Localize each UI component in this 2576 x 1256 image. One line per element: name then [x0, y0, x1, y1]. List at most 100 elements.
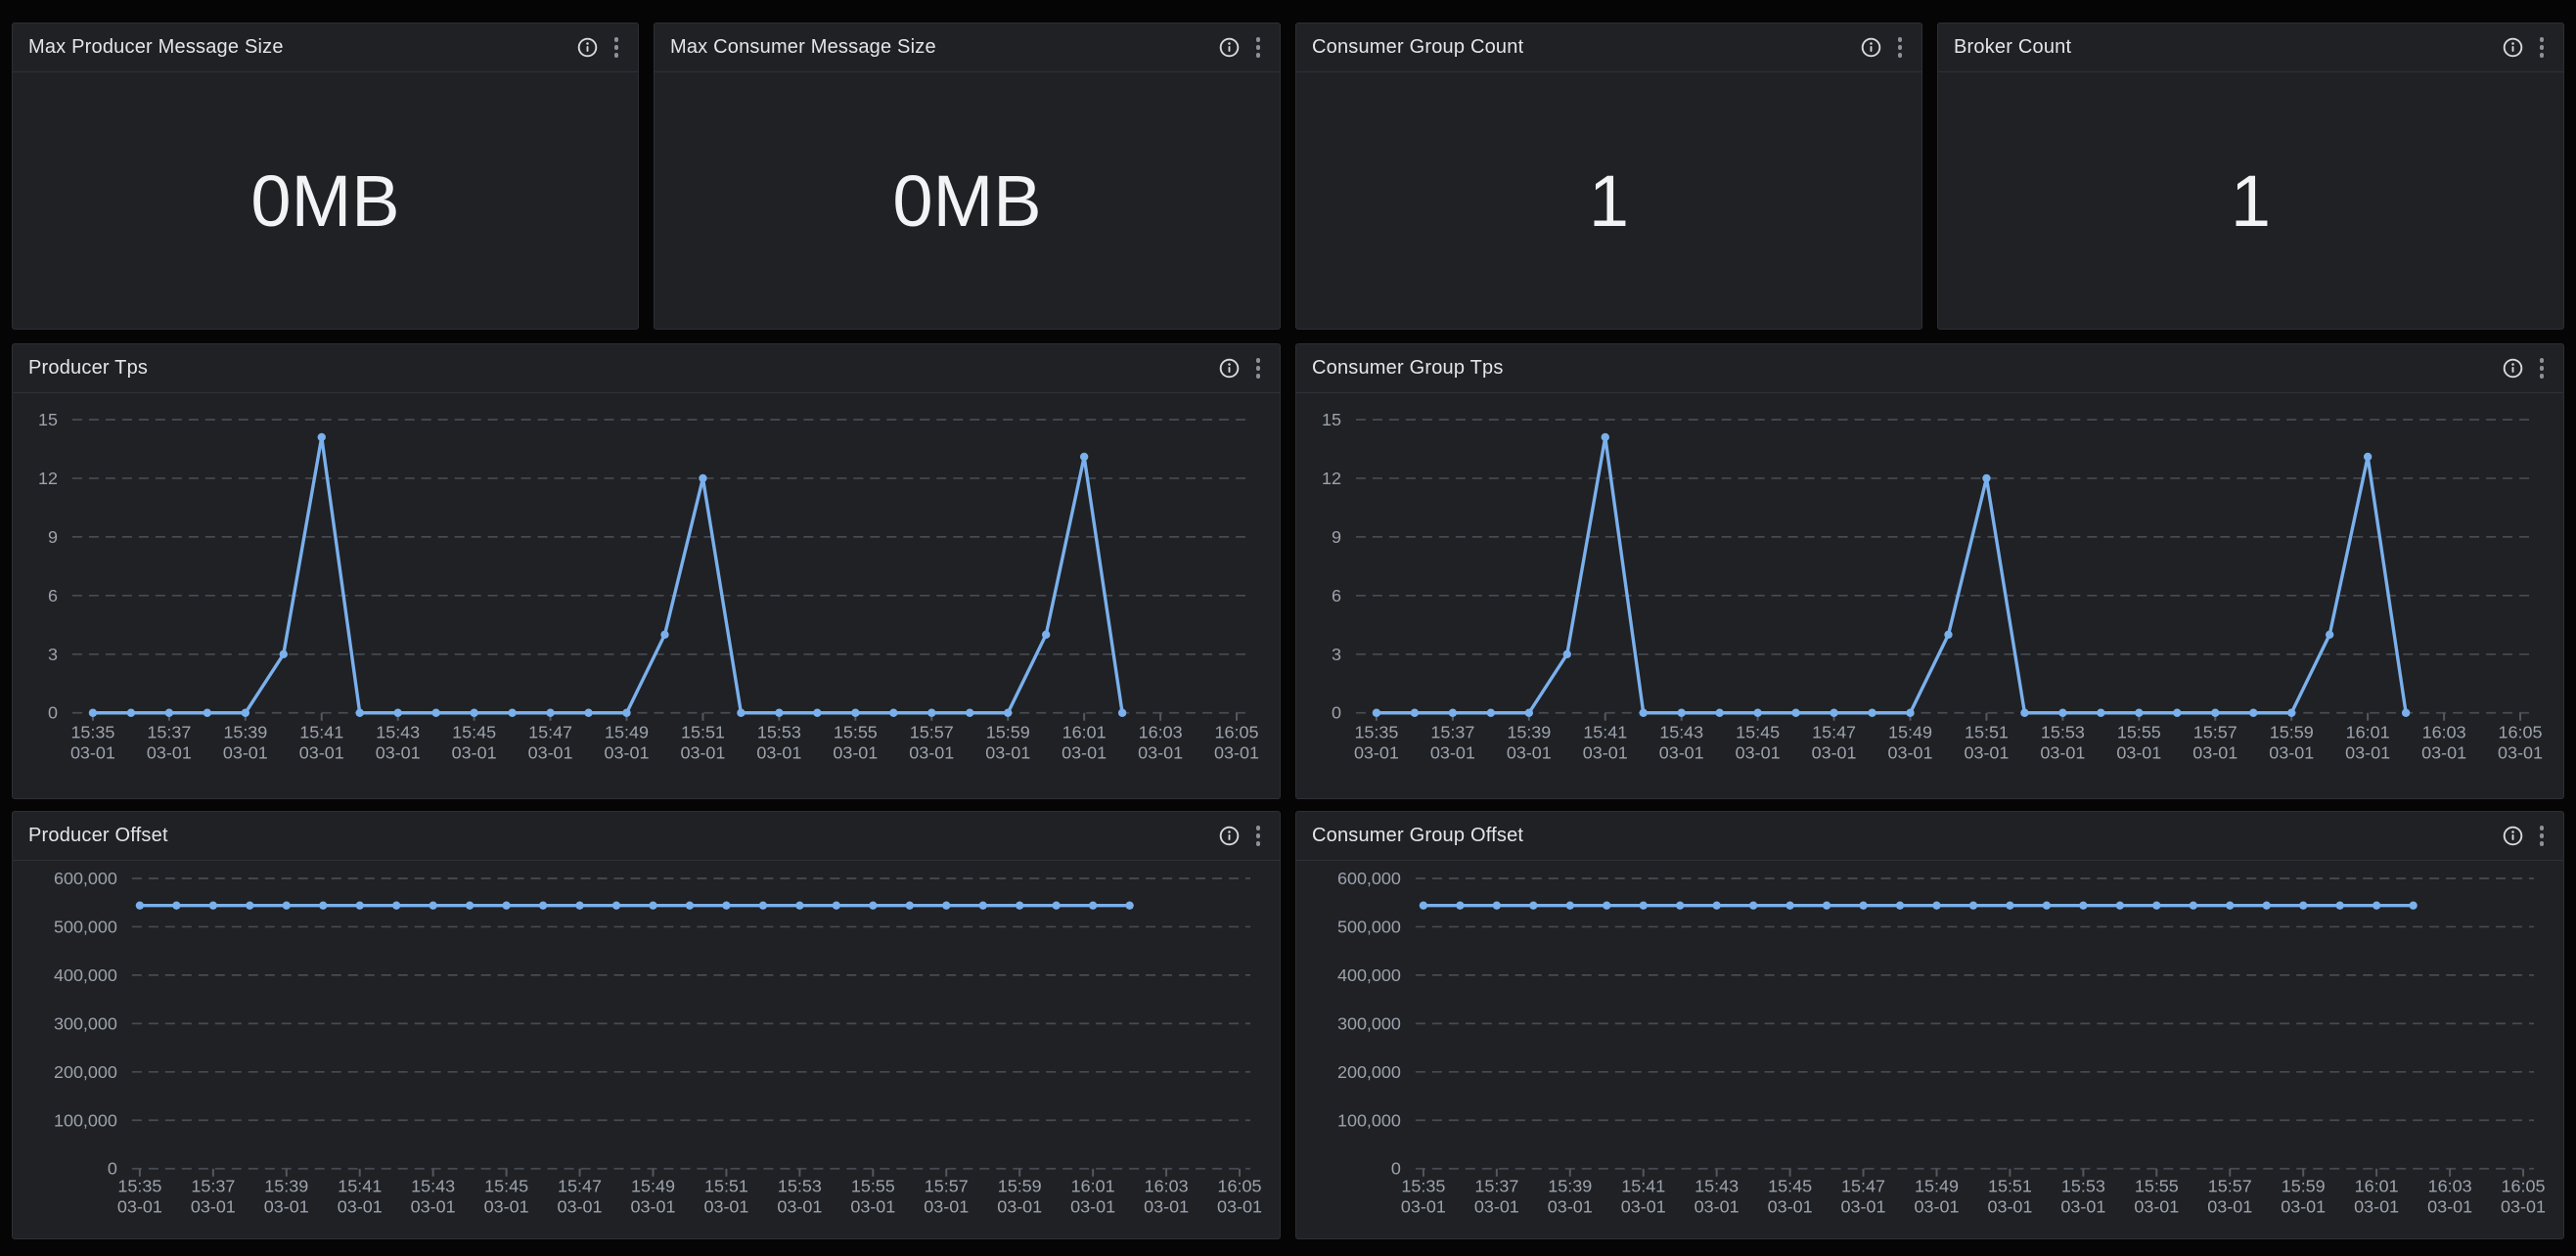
svg-text:15:35: 15:35: [70, 723, 114, 742]
svg-text:12: 12: [38, 469, 58, 488]
svg-text:03-01: 03-01: [484, 1197, 529, 1217]
svg-text:300,000: 300,000: [1337, 1013, 1401, 1033]
svg-text:15:59: 15:59: [2282, 1177, 2326, 1196]
panel-header-icons: [577, 35, 621, 60]
panel-producer-offset: Producer Offset 0 100,000 200,000 300,000 40…: [12, 811, 1281, 1239]
svg-text:15:45: 15:45: [1736, 723, 1780, 742]
stat-value: 1: [2230, 159, 2272, 242]
svg-text:03-01: 03-01: [756, 743, 801, 763]
svg-text:03-01: 03-01: [833, 743, 878, 763]
svg-text:15:57: 15:57: [2208, 1177, 2252, 1196]
time-series-chart[interactable]: 0 3 6 9 12 15 15:35 03-01 15:37 03-01 15:39 03-01 15…: [13, 393, 1280, 798]
svg-text:03-01: 03-01: [558, 1197, 603, 1217]
svg-text:03-01: 03-01: [1987, 1197, 2032, 1217]
svg-text:6: 6: [48, 586, 58, 606]
svg-text:03-01: 03-01: [452, 743, 497, 763]
time-series-chart[interactable]: 0 100,000 200,000 300,000 400,000 500,000 600,…: [13, 861, 1280, 1238]
svg-text:15:47: 15:47: [1841, 1177, 1885, 1196]
svg-text:15:39: 15:39: [264, 1177, 308, 1196]
panel-title[interactable]: Consumer Group Tps: [1312, 357, 1504, 379]
svg-text:03-01: 03-01: [2192, 743, 2237, 763]
kebab-menu-icon[interactable]: [1896, 35, 1905, 60]
svg-text:15:41: 15:41: [299, 723, 343, 742]
svg-text:03-01: 03-01: [605, 743, 650, 763]
svg-text:15:43: 15:43: [1695, 1177, 1739, 1196]
panel-title[interactable]: Max Producer Message Size: [28, 36, 284, 58]
svg-text:03-01: 03-01: [1812, 743, 1857, 763]
svg-text:15:57: 15:57: [2193, 723, 2237, 742]
svg-text:03-01: 03-01: [191, 1197, 236, 1217]
kebab-menu-icon[interactable]: [612, 35, 621, 60]
info-icon[interactable]: [1219, 826, 1240, 846]
svg-text:03-01: 03-01: [2060, 1197, 2105, 1217]
panel-header: Max Producer Message Size: [13, 23, 638, 72]
svg-text:15:55: 15:55: [851, 1177, 895, 1196]
svg-text:16:05: 16:05: [1215, 723, 1259, 742]
panel-consumer-group-offset: Consumer Group Offset 0 100,000 200,000 300…: [1295, 811, 2564, 1239]
svg-text:500,000: 500,000: [1337, 917, 1401, 936]
kebab-menu-icon[interactable]: [2538, 356, 2547, 381]
svg-text:15:43: 15:43: [376, 723, 420, 742]
svg-text:100,000: 100,000: [54, 1110, 117, 1130]
stat-value: 1: [1588, 159, 1630, 242]
svg-text:03-01: 03-01: [1144, 1197, 1189, 1217]
panel-title[interactable]: Producer Tps: [28, 357, 149, 379]
info-icon[interactable]: [2503, 826, 2523, 846]
svg-text:15:55: 15:55: [2135, 1177, 2179, 1196]
kebab-menu-icon[interactable]: [2538, 824, 2547, 848]
panel-header: Producer Offset: [13, 812, 1280, 861]
kebab-menu-icon[interactable]: [2538, 35, 2547, 60]
svg-text:03-01: 03-01: [1964, 743, 2009, 763]
svg-text:03-01: 03-01: [223, 743, 268, 763]
time-series-chart[interactable]: 0 100,000 200,000 300,000 400,000 500,000 600,…: [1296, 861, 2563, 1238]
svg-text:03-01: 03-01: [924, 1197, 969, 1217]
svg-text:03-01: 03-01: [1062, 743, 1107, 763]
info-icon[interactable]: [1219, 37, 1240, 58]
time-series-chart[interactable]: 0 3 6 9 12 15 15:35 03-01 15:37 03-01 15:39 03-01 15…: [1296, 393, 2563, 798]
info-icon[interactable]: [1219, 358, 1240, 379]
svg-text:03-01: 03-01: [2116, 743, 2161, 763]
info-icon[interactable]: [2503, 37, 2523, 58]
svg-text:03-01: 03-01: [264, 1197, 309, 1217]
svg-text:03-01: 03-01: [2281, 1197, 2326, 1217]
info-icon[interactable]: [2503, 358, 2523, 379]
svg-text:03-01: 03-01: [1354, 743, 1399, 763]
panel-header: Broker Count: [1938, 23, 2563, 72]
panel-title[interactable]: Consumer Group Count: [1312, 36, 1524, 58]
svg-text:16:01: 16:01: [1071, 1177, 1115, 1196]
svg-text:03-01: 03-01: [2498, 743, 2543, 763]
svg-text:15:39: 15:39: [1548, 1177, 1592, 1196]
svg-text:16:01: 16:01: [2346, 723, 2390, 742]
svg-text:15:51: 15:51: [704, 1177, 748, 1196]
panel-consumer-group-tps: Consumer Group Tps 0 3 6 9 12 15 15:35 03-01 15:…: [1295, 343, 2564, 799]
panel-header: Producer Tps: [13, 344, 1280, 393]
svg-text:0: 0: [1332, 703, 1341, 723]
svg-text:15:41: 15:41: [338, 1177, 382, 1196]
kebab-menu-icon[interactable]: [1254, 35, 1263, 60]
info-icon[interactable]: [1861, 37, 1881, 58]
panel-title[interactable]: Producer Offset: [28, 825, 168, 846]
kebab-menu-icon[interactable]: [1254, 824, 1263, 848]
svg-text:600,000: 600,000: [54, 869, 117, 888]
svg-text:03-01: 03-01: [1695, 1197, 1740, 1217]
info-icon[interactable]: [577, 37, 598, 58]
svg-text:15:37: 15:37: [1474, 1177, 1518, 1196]
svg-text:03-01: 03-01: [1138, 743, 1183, 763]
panel-title[interactable]: Broker Count: [1954, 36, 2072, 58]
svg-text:15:41: 15:41: [1583, 723, 1627, 742]
svg-text:03-01: 03-01: [1474, 1197, 1519, 1217]
svg-text:03-01: 03-01: [1768, 1197, 1813, 1217]
panel-header-icons: [1219, 356, 1263, 381]
svg-text:16:03: 16:03: [1139, 723, 1183, 742]
svg-text:15:39: 15:39: [1507, 723, 1551, 742]
kebab-menu-icon[interactable]: [1254, 356, 1263, 381]
svg-text:03-01: 03-01: [680, 743, 725, 763]
stat-body: 0MB: [13, 72, 638, 329]
svg-text:03-01: 03-01: [1888, 743, 1933, 763]
panel-title[interactable]: Consumer Group Offset: [1312, 825, 1524, 846]
svg-text:15:57: 15:57: [925, 1177, 969, 1196]
panel-title[interactable]: Max Consumer Message Size: [670, 36, 936, 58]
svg-text:03-01: 03-01: [1736, 743, 1781, 763]
svg-text:6: 6: [1332, 586, 1341, 606]
